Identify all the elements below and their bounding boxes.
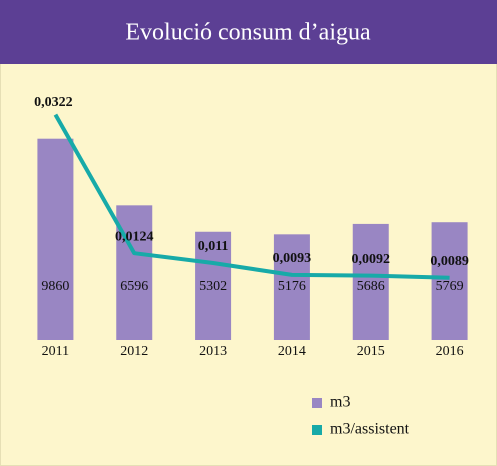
legend-swatch — [312, 398, 322, 408]
bar-value-label: 5769 — [436, 279, 464, 294]
line-value-label: 0,0092 — [352, 252, 391, 267]
bar-value-label: 5176 — [278, 279, 306, 294]
legend-label: m3/assistent — [330, 421, 410, 438]
bar-value-label: 6596 — [120, 279, 148, 294]
bar-value-label: 5686 — [357, 279, 385, 294]
bar — [37, 138, 74, 340]
bar — [195, 231, 232, 340]
x-tick-label: 2012 — [120, 344, 148, 359]
chart-title: Evolució consum d’aigua — [125, 20, 371, 46]
legend-swatch — [312, 425, 322, 435]
line-value-label: 0,0093 — [273, 251, 312, 266]
bar — [273, 234, 310, 340]
line-value-label: 0,0322 — [34, 95, 73, 110]
bar — [352, 223, 389, 340]
line — [53, 113, 450, 280]
line-value-label: 0,0124 — [115, 229, 154, 244]
x-tick-label: 2011 — [42, 344, 69, 359]
header — [0, 0, 497, 64]
legend-label: m3 — [330, 394, 350, 411]
x-tick-label: 2016 — [436, 344, 464, 359]
x-tick-label: 2013 — [199, 344, 227, 359]
line-value-label: 0,011 — [198, 239, 229, 254]
line-value-label: 0,0089 — [430, 254, 469, 269]
bar — [431, 222, 468, 340]
x-tick-label: 2014 — [278, 344, 306, 359]
bar-value-label: 5302 — [199, 279, 227, 294]
bar-value-label: 9860 — [41, 279, 69, 294]
x-tick-label: 2015 — [357, 344, 385, 359]
bar — [116, 205, 153, 340]
